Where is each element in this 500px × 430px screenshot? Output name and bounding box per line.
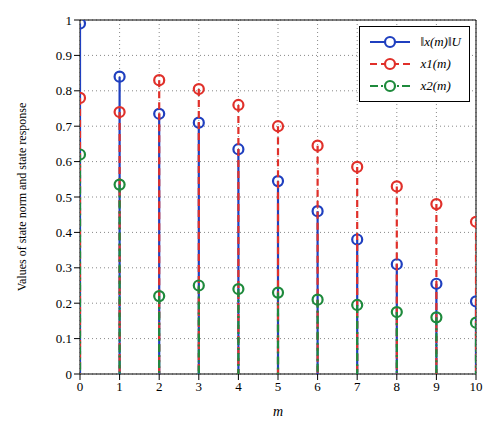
svg-text:0.3: 0.3 — [56, 260, 72, 275]
svg-text:0.7: 0.7 — [56, 119, 73, 134]
svg-text:6: 6 — [314, 379, 321, 394]
svg-text:7: 7 — [354, 379, 361, 394]
svg-text:0.6: 0.6 — [56, 154, 73, 169]
svg-text:4: 4 — [235, 379, 242, 394]
svg-text:8: 8 — [394, 379, 401, 394]
svg-text:m: m — [273, 404, 283, 418]
svg-text:2: 2 — [156, 379, 163, 394]
svg-text:0: 0 — [66, 367, 73, 382]
svg-text:Values of state norm and state: Values of state norm and state response — [15, 103, 29, 292]
svg-text:0.9: 0.9 — [56, 48, 72, 63]
svg-text:0.2: 0.2 — [56, 296, 72, 311]
svg-text:9: 9 — [433, 379, 440, 394]
html-text:x2(m): x2(m) — [420, 78, 451, 93]
svg-text:10: 10 — [470, 379, 483, 394]
svg-text:1: 1 — [66, 13, 73, 28]
html-text:‖x(m)‖U: ‖x(m)‖U — [420, 34, 461, 49]
svg-text:5: 5 — [275, 379, 282, 394]
svg-text:0.5: 0.5 — [56, 190, 72, 205]
svg-text:0.4: 0.4 — [56, 225, 73, 240]
svg-text:3: 3 — [196, 379, 203, 394]
svg-text:0.8: 0.8 — [56, 83, 72, 98]
svg-text:1: 1 — [116, 379, 123, 394]
svg-text:0: 0 — [77, 379, 84, 394]
html-text:x1(m): x1(m) — [420, 56, 451, 71]
svg-text:0.1: 0.1 — [56, 331, 72, 346]
